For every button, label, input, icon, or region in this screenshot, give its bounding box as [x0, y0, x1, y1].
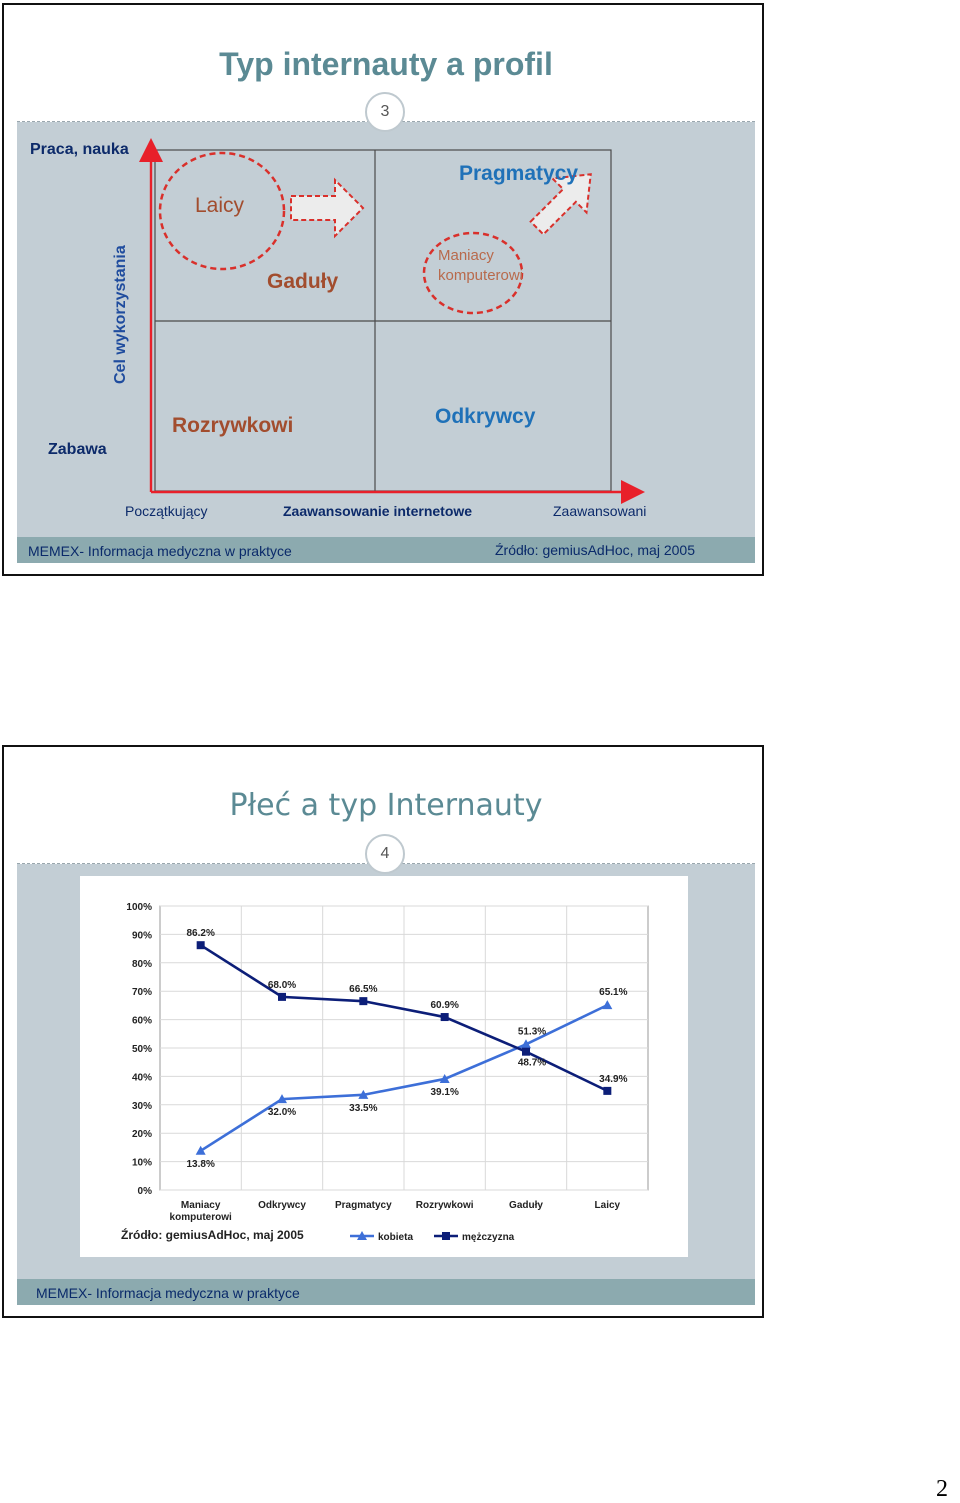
- slide-3-footer: [17, 537, 755, 563]
- line-chart: 0% 10% 20% 30% 40% 50% 60% 70% 80% 90% 100% Maniacy…: [126, 902, 649, 1243]
- data-point: [359, 997, 368, 1006]
- data-point: [440, 1013, 449, 1022]
- x-right-label: Zaawansowani: [553, 503, 647, 519]
- segment-pragmatycy: Pragmatycy: [459, 162, 579, 185]
- data-label: 86.2%: [186, 928, 214, 939]
- y-tick-label: 20%: [132, 1129, 152, 1140]
- x-axis-label: Zaawansowanie internetowe: [283, 503, 473, 519]
- x-tick-label: Pragmatycy: [335, 1200, 392, 1211]
- x-tick-label: Laicy: [595, 1200, 621, 1211]
- segment-odkrywcy: Odkrywcy: [435, 405, 536, 428]
- legend-marker: [442, 1232, 450, 1240]
- slide-3-page-number: 3: [365, 92, 405, 132]
- legend-label: mężczyzna: [462, 1232, 515, 1243]
- data-label: 32.0%: [268, 1107, 296, 1118]
- slide-3: Typ internauty a profil 3: [2, 3, 764, 576]
- series-line-mezczyzna: [199, 944, 608, 1093]
- legend-marker: [357, 1231, 367, 1240]
- data-label: 34.9%: [599, 1074, 627, 1085]
- slide-4-footer-left: MEMEX- Informacja medyczna w praktyce: [36, 1285, 300, 1301]
- x-tick-label: Gaduły: [509, 1200, 543, 1211]
- data-point: [195, 1145, 206, 1155]
- y-bottom-label: Zabawa: [48, 441, 107, 458]
- legend-label: kobieta: [378, 1232, 413, 1243]
- y-tick-label: 40%: [132, 1072, 152, 1083]
- data-label: 48.7%: [518, 1058, 546, 1069]
- data-point: [277, 1094, 287, 1104]
- data-label: 13.8%: [186, 1159, 214, 1170]
- segmentation-matrix: Cel wykorzystania: [112, 138, 645, 504]
- data-label: 60.9%: [430, 1000, 458, 1011]
- segment-rozrywkowi: Rozrywkowi: [172, 414, 294, 437]
- segment-gaduly: Gaduły: [267, 270, 339, 293]
- data-point: [358, 1089, 369, 1099]
- y-tick-label: 30%: [132, 1101, 152, 1112]
- block-arrow-right-icon: [290, 177, 365, 239]
- slide-4-canvas: Płeć a typ Internauty 4 0% 10% 20% 30% 40% 50…: [17, 760, 755, 1305]
- y-tick-label: 10%: [132, 1158, 152, 1169]
- segment-maniacy: Maniacy komputerowi: [438, 247, 524, 284]
- y-top-label: Praca, nauka: [30, 141, 129, 158]
- segment-laicy: Laicy: [195, 194, 245, 217]
- y-tick-label: 60%: [132, 1016, 152, 1027]
- y-tick-label: 80%: [132, 959, 152, 970]
- slide-3-footer-right: Źródło: gemiusAdHoc, maj 2005: [495, 542, 695, 558]
- data-point: [522, 1047, 530, 1056]
- slide-3-footer-left: MEMEX- Informacja medyczna w praktyce: [28, 543, 292, 559]
- block-arrow-diagonal-icon: [529, 173, 592, 236]
- series-line-kobieta: [199, 1003, 608, 1152]
- y-tick-label: 90%: [132, 930, 152, 941]
- slide-4: Płeć a typ Internauty 4 0% 10% 20% 30% 40% 50…: [2, 745, 764, 1318]
- y-tick-label: 100%: [126, 902, 152, 913]
- slide-3-title: Typ internauty a profil: [219, 46, 553, 82]
- data-point: [278, 992, 286, 1001]
- data-label: 68.0%: [268, 980, 296, 991]
- laicy-highlight-circle: [158, 151, 286, 271]
- x-tick-label: Rozrywkowi: [416, 1200, 474, 1211]
- y-axis-label: Cel wykorzystania: [112, 245, 129, 384]
- data-point: [603, 1086, 612, 1095]
- data-point: [521, 1039, 531, 1049]
- data-point: [439, 1073, 450, 1083]
- data-label: 66.5%: [349, 984, 377, 995]
- maniacy-highlight-circle: [422, 231, 524, 315]
- slide-4-page-number: 4: [365, 834, 405, 874]
- x-tick-label: komputerowi: [170, 1212, 232, 1223]
- y-tick-label: 0%: [138, 1186, 153, 1197]
- slide-4-title: Płeć a typ Internauty: [229, 788, 543, 823]
- x-left-label: Początkujący: [125, 503, 208, 519]
- x-tick-label: Odkrywcy: [258, 1200, 306, 1211]
- data-point: [196, 941, 205, 950]
- data-label: 33.5%: [349, 1103, 377, 1114]
- slide-3-canvas: Typ internauty a profil 3: [17, 18, 755, 563]
- slide-4-footer: [17, 1279, 755, 1305]
- chart-source-note: Źródło: gemiusAdHoc, maj 2005: [121, 1228, 304, 1242]
- y-tick-label: 70%: [132, 987, 152, 998]
- x-tick-label: Maniacy: [181, 1200, 221, 1211]
- chart-panel: 0% 10% 20% 30% 40% 50% 60% 70% 80% 90% 100% Maniacy…: [80, 876, 688, 1257]
- y-tick-label: 50%: [132, 1044, 152, 1055]
- page-number: 2: [936, 1476, 948, 1502]
- data-label: 51.3%: [518, 1026, 546, 1037]
- data-label: 65.1%: [599, 987, 627, 998]
- data-label: 39.1%: [430, 1087, 458, 1098]
- data-point: [602, 1000, 613, 1010]
